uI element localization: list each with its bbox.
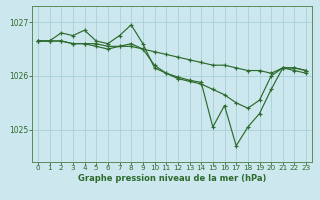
X-axis label: Graphe pression niveau de la mer (hPa): Graphe pression niveau de la mer (hPa) — [78, 174, 266, 183]
